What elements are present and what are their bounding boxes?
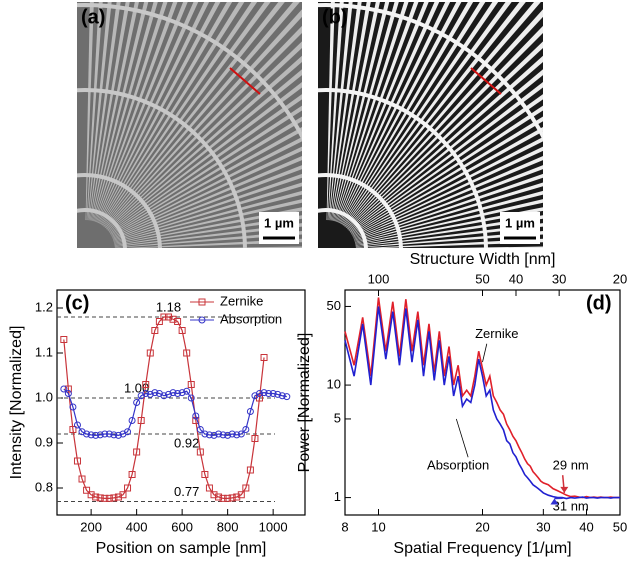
y-tick-label: 0.9 — [35, 434, 53, 449]
y-tick-label: 1.1 — [35, 344, 53, 359]
x2-tick-label: 20 — [613, 271, 627, 286]
y-tick-label: 0.8 — [35, 479, 53, 494]
reference-label: 1.18 — [156, 299, 181, 314]
annotation-pointer — [483, 344, 487, 362]
reference-label: 0.77 — [174, 484, 199, 499]
x2-tick-label: 100 — [368, 271, 390, 286]
y-axis-title: Intensity [Normalized] — [8, 326, 25, 480]
series-line — [64, 317, 264, 498]
scale-bar-label: 1 µm — [505, 215, 535, 230]
x2-tick-label: 30 — [552, 271, 566, 286]
x2-tick-label: 40 — [509, 271, 523, 286]
center — [55, 220, 115, 280]
plot-frame — [345, 290, 620, 515]
x-tick-label: 10 — [371, 519, 385, 534]
x-tick-label: 800 — [217, 519, 239, 534]
x2-tick-label: 50 — [475, 271, 489, 286]
x-tick-label: 20 — [475, 519, 489, 534]
annotation-pointer — [456, 419, 468, 457]
y-tick-label: 5 — [334, 410, 341, 425]
annotation: 31 nm — [553, 499, 589, 514]
y-tick-label: 1 — [334, 489, 341, 504]
x-tick-label: 40 — [579, 519, 593, 534]
panel-label: (d) — [586, 292, 612, 314]
y-axis-title: Power [Normalized] — [296, 333, 313, 473]
center — [296, 220, 356, 280]
annotation: 29 nm — [553, 458, 589, 473]
y-tick-label: 1.0 — [35, 389, 53, 404]
panel-label: (b) — [322, 6, 348, 28]
legend-label: Zernike — [220, 293, 263, 308]
x-tick-label: 200 — [80, 519, 102, 534]
reference-label: 0.92 — [174, 435, 199, 450]
legend-label: Absorption — [220, 311, 282, 326]
y-tick-label: 10 — [327, 377, 341, 392]
x-axis-title: Position on sample [nm] — [96, 540, 267, 557]
annotation: Zernike — [475, 326, 518, 341]
scale-bar-label: 1 µm — [264, 215, 294, 230]
x-tick-label: 30 — [536, 519, 550, 534]
x-tick-label: 1000 — [259, 519, 288, 534]
x-tick-label: 400 — [126, 519, 148, 534]
x-tick-label: 50 — [613, 519, 627, 534]
panel-label: (c) — [65, 292, 89, 314]
x2-axis-title: Structure Width [nm] — [410, 251, 556, 268]
panel-label: (a) — [81, 6, 105, 28]
y-tick-label: 50 — [327, 298, 341, 313]
annotation: Absorption — [427, 458, 489, 473]
x-tick-label: 600 — [171, 519, 193, 534]
x-axis-title: Spatial Frequency [1/µm] — [393, 540, 571, 557]
x-tick-label: 8 — [341, 519, 348, 534]
figure: (a) 1 µm (b) 1 µm 200 400 600 800 1000 0.8 0.9 1.… — [0, 0, 632, 563]
y-tick-label: 1.2 — [35, 299, 53, 314]
